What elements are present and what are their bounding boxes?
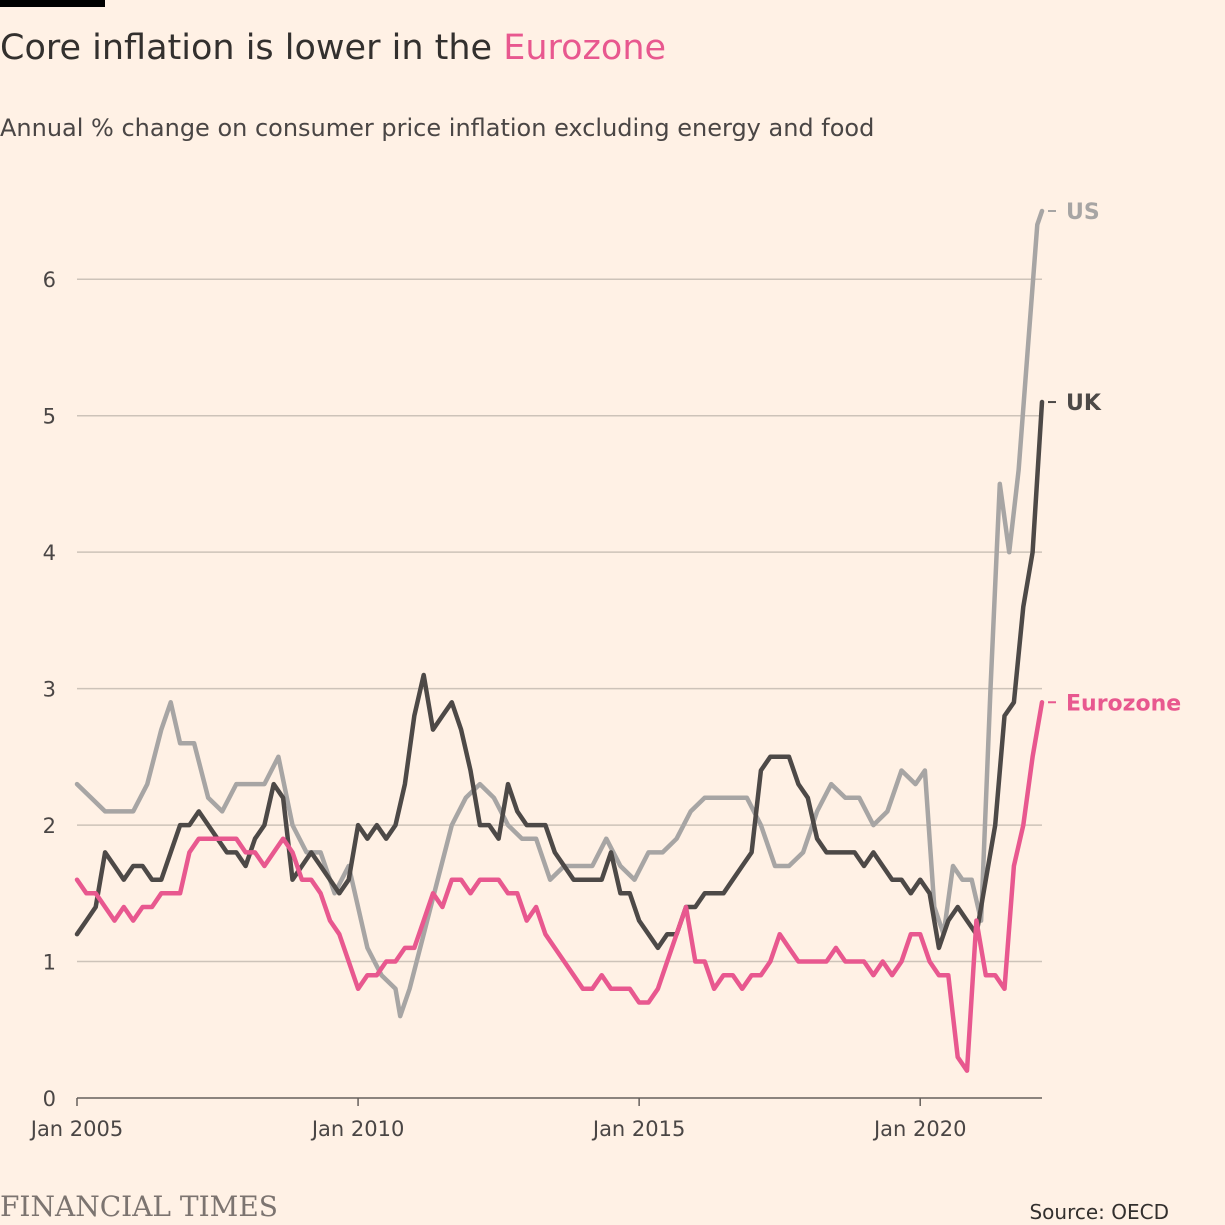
series-line-us bbox=[74, 208, 1045, 1019]
ft-logo[interactable]: FINANCIAL TIMES bbox=[0, 1190, 278, 1223]
series-line-eurozone bbox=[74, 700, 1045, 1073]
y-tick-label: 5 bbox=[43, 405, 56, 429]
y-tick-label: 6 bbox=[43, 268, 56, 292]
y-tick-label: 1 bbox=[43, 951, 56, 975]
x-tick-label: Jan 2020 bbox=[872, 1117, 967, 1141]
series-labels: US UK Eurozone bbox=[1048, 200, 1181, 716]
series-lines bbox=[74, 208, 1045, 1073]
series-label-eurozone: Eurozone bbox=[1066, 691, 1181, 716]
y-tick-label: 4 bbox=[43, 541, 56, 565]
y-tick-label: 2 bbox=[43, 814, 56, 838]
x-tick-label: Jan 2010 bbox=[310, 1117, 405, 1141]
series-label-uk: UK bbox=[1066, 391, 1102, 416]
x-tick-label: Jan 2015 bbox=[591, 1117, 686, 1141]
x-tick-label: Jan 2005 bbox=[29, 1117, 124, 1141]
series-line-uk bbox=[74, 399, 1045, 951]
y-axis: 0 1 2 3 4 5 6 bbox=[43, 268, 56, 1111]
ft-top-bar bbox=[0, 0, 105, 7]
source-note: Source: OECD bbox=[1029, 1200, 1169, 1224]
series-label-us: US bbox=[1066, 200, 1100, 225]
y-tick-label: 0 bbox=[43, 1087, 56, 1111]
x-axis: Jan 2005 Jan 2010 Jan 2015 Jan 2020 bbox=[29, 1097, 1042, 1141]
chart-title-highlight: Eurozone bbox=[503, 28, 667, 68]
y-tick-label: 3 bbox=[43, 678, 56, 702]
chart-title-prefix: Core inflation is lower in the bbox=[0, 28, 504, 68]
chart-subtitle: Annual % change on consumer price inflat… bbox=[0, 114, 875, 142]
chart-title: Core inflation is lower in the Eurozone bbox=[0, 28, 666, 68]
